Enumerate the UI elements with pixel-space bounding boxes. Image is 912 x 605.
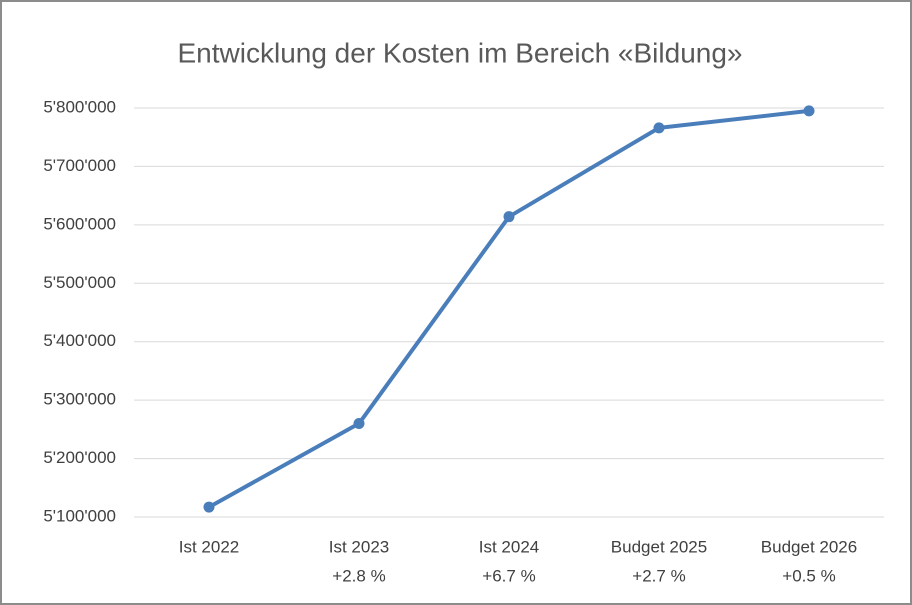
x-tick-label: +0.5 %: [782, 566, 835, 585]
x-tick-label: +2.7 %: [632, 566, 685, 585]
y-tick-label: 5'500'000: [43, 273, 116, 292]
point: [503, 211, 515, 223]
x-tick-label: Budget 2025: [611, 537, 707, 556]
y-tick-label: 5'100'000: [43, 506, 116, 525]
y-tick-label: 5'400'000: [43, 331, 116, 350]
x-tick-label: +2.8 %: [332, 566, 385, 585]
y-tick-label: 5'200'000: [43, 448, 116, 467]
y-tick-label: 5'300'000: [43, 390, 116, 409]
x-tick-label: Budget 2026: [761, 537, 857, 556]
x-tick-label: Ist 2023: [329, 537, 390, 556]
x-tick-label: +6.7 %: [482, 566, 535, 585]
chart-title: Entwicklung der Kosten im Bereich «Bildu…: [178, 37, 743, 68]
point: [653, 122, 665, 134]
y-tick-label: 5'700'000: [43, 156, 116, 175]
y-tick-label: 5'600'000: [43, 214, 116, 233]
point: [203, 501, 215, 513]
point: [803, 105, 815, 117]
point: [353, 418, 365, 430]
x-tick-label: Ist 2024: [479, 537, 540, 556]
x-tick-label: Ist 2022: [179, 537, 240, 556]
y-tick-label: 5'800'000: [43, 97, 116, 116]
